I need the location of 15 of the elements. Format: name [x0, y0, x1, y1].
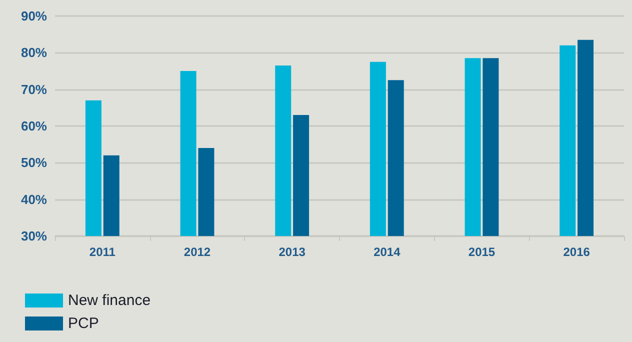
x-tick-label: 2013	[278, 245, 306, 259]
y-tick-label: 60%	[20, 118, 48, 134]
x-tick-label: 2011	[89, 245, 116, 259]
legend-label: PCP	[68, 315, 99, 332]
x-tick-label: 2014	[374, 245, 401, 259]
x-tick-label: 2015	[468, 245, 496, 259]
y-tick-label: 30%	[20, 228, 48, 244]
x-tick-label: 2016	[563, 245, 590, 259]
x-tick-label: 2012	[184, 245, 211, 259]
y-tick-label: 90%	[20, 8, 48, 24]
y-tick-label: 50%	[20, 155, 48, 170]
legend-label: New finance	[68, 292, 151, 309]
y-tick-label: 40%	[20, 192, 48, 207]
y-tick-label: 80%	[20, 45, 48, 60]
y-tick-label: 70%	[20, 82, 48, 97]
